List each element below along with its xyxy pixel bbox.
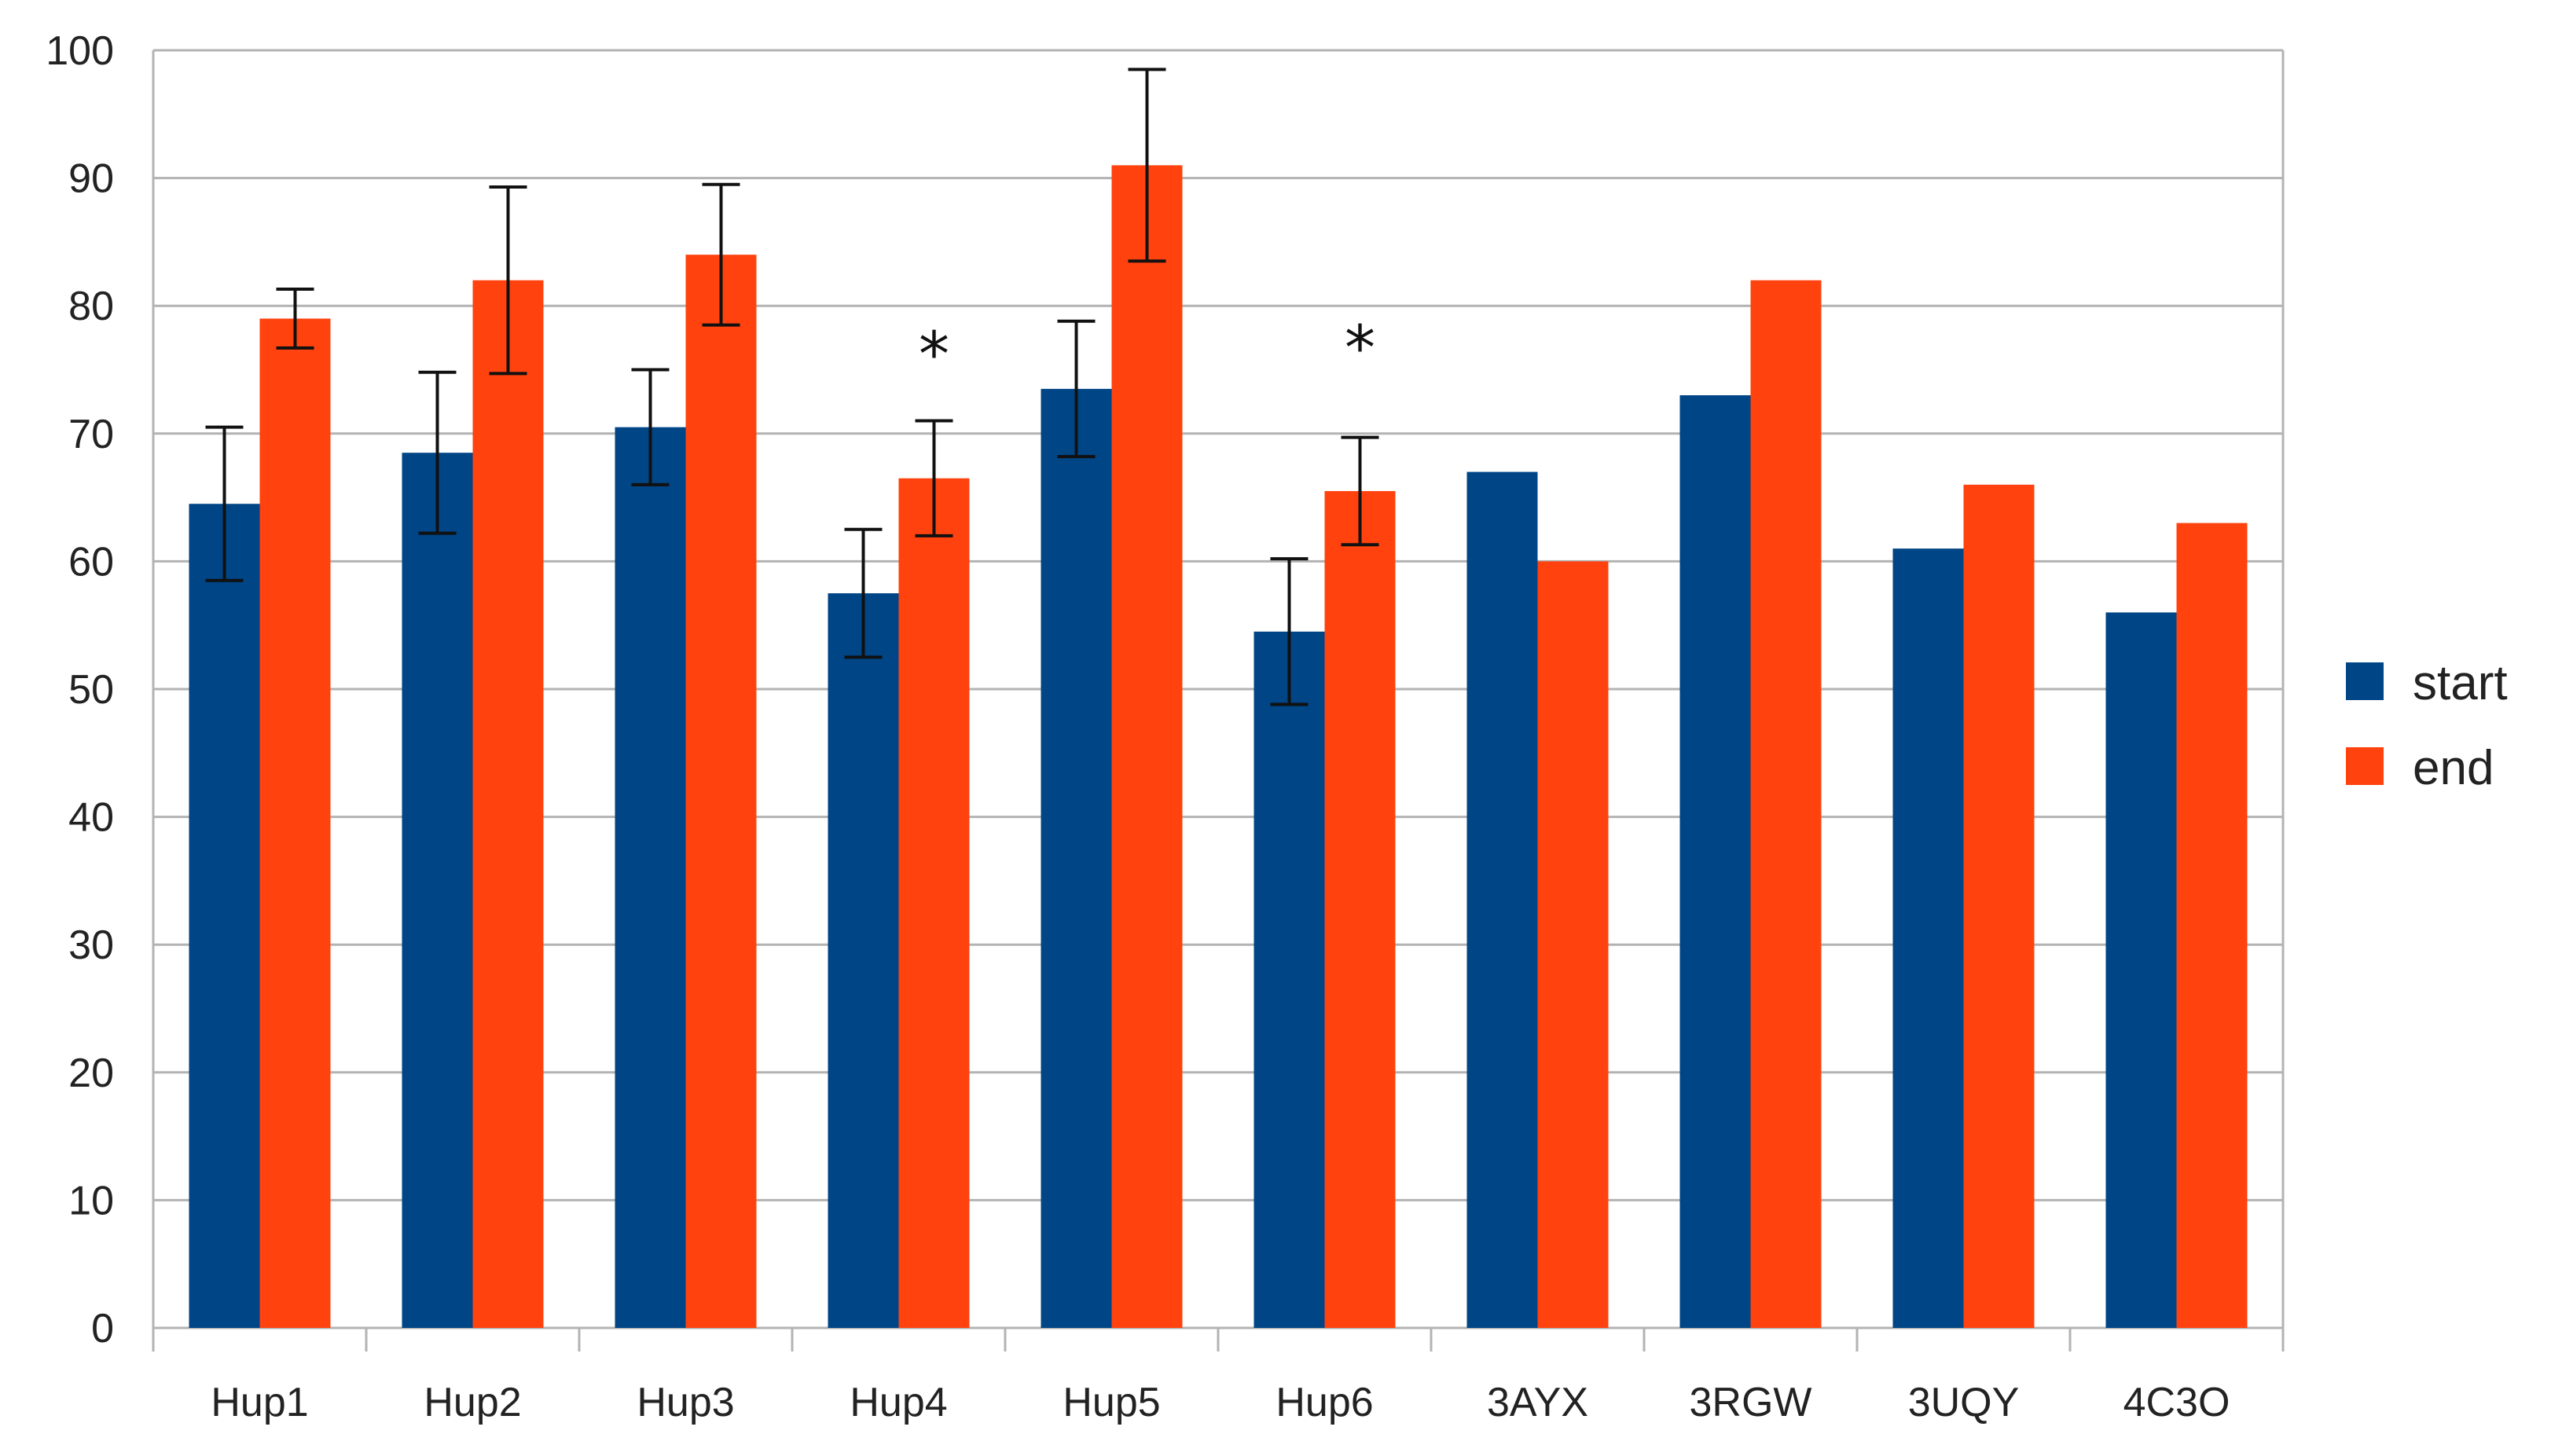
y-tick-label: 70 xyxy=(68,412,114,457)
bar-end xyxy=(472,280,544,1329)
bar-end xyxy=(1324,490,1396,1328)
legend-swatch-start xyxy=(2346,662,2384,700)
x-tick-label: Hup6 xyxy=(1276,1380,1373,1425)
bar-start xyxy=(1253,631,1325,1328)
bar-end xyxy=(1537,561,1609,1328)
bar-start xyxy=(189,504,260,1328)
y-tick-label: 90 xyxy=(68,156,114,202)
bars xyxy=(189,165,2248,1329)
x-tick-label: 3UQY xyxy=(1908,1380,2020,1425)
bar-end xyxy=(898,478,970,1329)
x-tick-label: 3RGW xyxy=(1690,1380,1812,1425)
legend: start end xyxy=(2346,656,2508,795)
bar-end xyxy=(2176,523,2248,1328)
bar-start xyxy=(615,427,686,1329)
x-tick-label: Hup4 xyxy=(850,1380,947,1425)
bar-start xyxy=(1892,548,1964,1328)
significance-annotations: * * xyxy=(919,314,1375,391)
tick-labels: 0 10 20 30 40 50 60 70 80 90 100 Hup1 Hup2 Hup3 Hup4 Hu… xyxy=(46,28,2230,1425)
bar-end xyxy=(1750,280,1822,1329)
significance-asterisk: * xyxy=(919,320,949,391)
x-tick-label: Hup5 xyxy=(1063,1380,1160,1425)
bar-start xyxy=(828,593,899,1328)
x-tick-label: Hup3 xyxy=(637,1380,734,1425)
y-tick-label: 20 xyxy=(68,1051,114,1096)
bar-end xyxy=(1963,484,2035,1328)
y-tick-label: 40 xyxy=(68,795,114,841)
x-tick-label: Hup2 xyxy=(424,1380,521,1425)
legend-label-start: start xyxy=(2413,656,2508,710)
y-tick-label: 100 xyxy=(46,28,114,74)
bar-end xyxy=(259,318,331,1329)
y-tick-label: 80 xyxy=(68,284,114,329)
legend-swatch-end xyxy=(2346,747,2384,785)
y-tick-label: 60 xyxy=(68,539,114,585)
x-tick-label: 3AYX xyxy=(1487,1380,1588,1425)
y-tick-label: 10 xyxy=(68,1178,114,1223)
bar-end xyxy=(685,255,757,1328)
y-tick-label: 0 xyxy=(91,1306,114,1351)
error-bars xyxy=(205,68,1379,706)
bar-start xyxy=(1466,471,1538,1328)
y-tick-label: 30 xyxy=(68,922,114,968)
y-tick-label: 50 xyxy=(68,667,114,713)
bar-end xyxy=(1111,165,1183,1329)
bar-start xyxy=(2105,612,2177,1328)
bar-start xyxy=(402,453,473,1329)
bar-start xyxy=(1679,395,1751,1328)
bar-start xyxy=(1041,388,1112,1328)
significance-asterisk: * xyxy=(1345,314,1375,384)
x-tick-label: 4C3O xyxy=(2123,1380,2230,1425)
legend-label-end: end xyxy=(2413,741,2494,795)
x-tick-label: Hup1 xyxy=(211,1380,308,1425)
